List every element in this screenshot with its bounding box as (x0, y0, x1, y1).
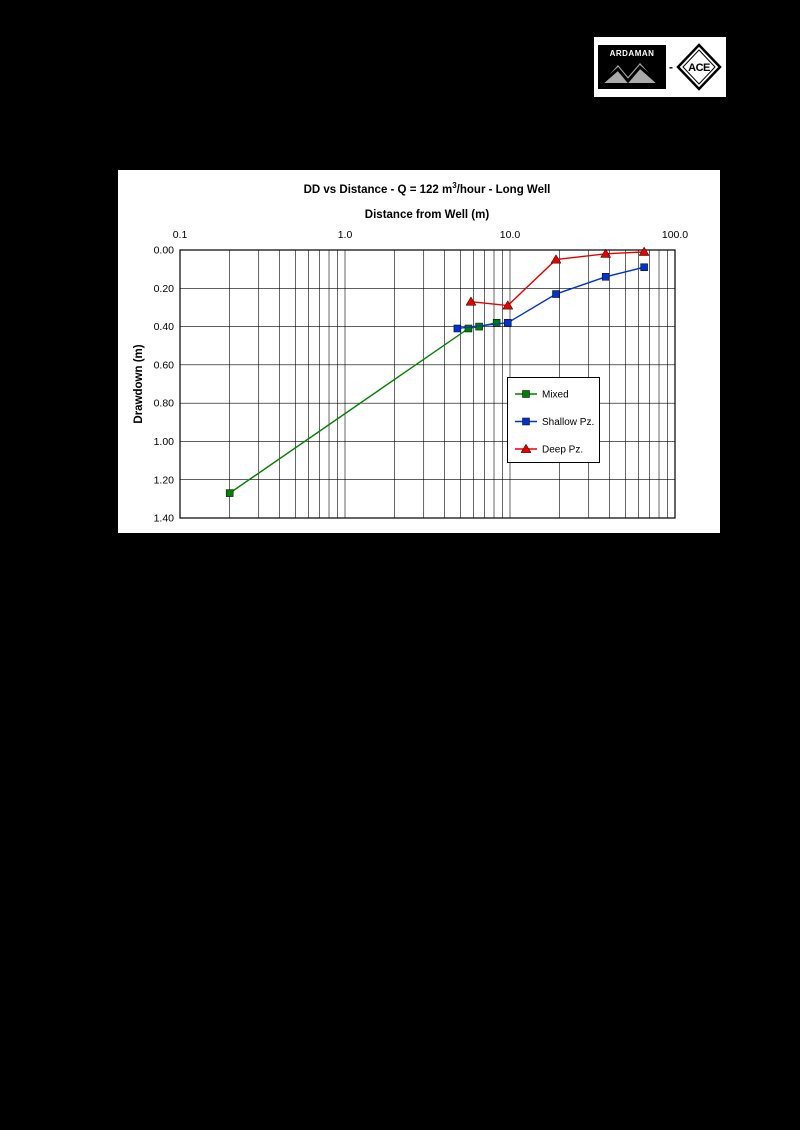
series-line-shallow-pz- (457, 266, 645, 330)
legend-marker-square (522, 417, 530, 426)
data-point-deep-pz- (502, 300, 514, 310)
logo-graphic: ARDAMAN - ACE (598, 43, 722, 91)
legend-marker-triangle (520, 443, 532, 453)
y-tick-label: 0.00 (154, 245, 175, 257)
legend-entry-label: Mixed (542, 390, 569, 401)
data-point-shallow-pz- (552, 290, 560, 298)
data-point-mixed (492, 318, 501, 327)
data-point-deep-pz- (600, 248, 612, 258)
ardaman-logo-text: ARDAMAN (610, 49, 655, 58)
y-tick-label: 0.20 (154, 283, 175, 295)
y-tick-label: 1.40 (154, 513, 175, 525)
chart: DD vs Distance - Q = 122 m3/hour - Long … (133, 181, 689, 525)
chart-title-superscript: 3 (452, 181, 457, 190)
chart-title: DD vs Distance - Q = 122 m3/hour - Long … (304, 181, 551, 196)
legend-entry-label: Deep Pz. (542, 445, 583, 456)
ardaman-wave-icon (602, 63, 658, 83)
x-axis-title: Distance from Well (m) (365, 209, 490, 221)
data-point-shallow-pz- (453, 324, 462, 333)
ace-logo-text: ACE (688, 62, 710, 74)
data-point-shallow-pz- (504, 318, 512, 327)
legend-marker-square (522, 390, 530, 398)
logo-separator: - (669, 60, 673, 74)
y-tick-label: 1.00 (154, 436, 175, 448)
data-point-shallow-pz- (601, 273, 610, 281)
data-point-deep-pz- (550, 254, 562, 264)
chart-container: DD vs Distance - Q = 122 m3/hour - Long … (118, 170, 720, 533)
data-point-deep-pz- (638, 246, 650, 256)
data-point-shallow-pz- (640, 263, 648, 271)
legend: Mixed Shallow Pz. Deep Pz. (507, 377, 600, 463)
data-series (225, 246, 650, 497)
data-point-deep-pz- (465, 296, 477, 306)
ardaman-wave-line-icon (601, 64, 659, 85)
x-tick-label: 1.0 (338, 229, 353, 241)
gridlines (179, 249, 676, 519)
y-axis-title: Drawdown (m) (133, 344, 145, 423)
x-axis-tick-labels: 0.1 1.0 10.0 100.0 (173, 229, 689, 241)
company-logo: ARDAMAN - ACE (594, 37, 726, 97)
y-axis-tick-labels: 0.00 0.20 0.40 0.60 0.80 1.00 1.20 1.40 (154, 245, 175, 525)
y-tick-label: 1.20 (154, 474, 175, 486)
data-point-mixed (464, 324, 473, 333)
y-tick-label: 0.60 (154, 359, 175, 371)
series-line-mixed (229, 322, 497, 494)
chart-title-main: DD vs Distance - Q = 122 m (304, 184, 453, 196)
x-tick-label: 0.1 (173, 229, 188, 241)
data-point-mixed (225, 489, 234, 497)
x-tick-label: 100.0 (662, 229, 688, 241)
ace-diamond-inner-icon (682, 49, 716, 85)
x-tick-label: 10.0 (500, 229, 521, 241)
legend-entry-label: Shallow Pz. (542, 417, 594, 428)
y-tick-label: 0.80 (154, 398, 175, 410)
chart-title-suffix: /hour - Long Well (457, 184, 551, 196)
y-tick-label: 0.40 (154, 321, 175, 333)
plot-border (179, 249, 676, 519)
ace-diamond-icon (676, 43, 722, 91)
legend-markers (515, 390, 537, 453)
